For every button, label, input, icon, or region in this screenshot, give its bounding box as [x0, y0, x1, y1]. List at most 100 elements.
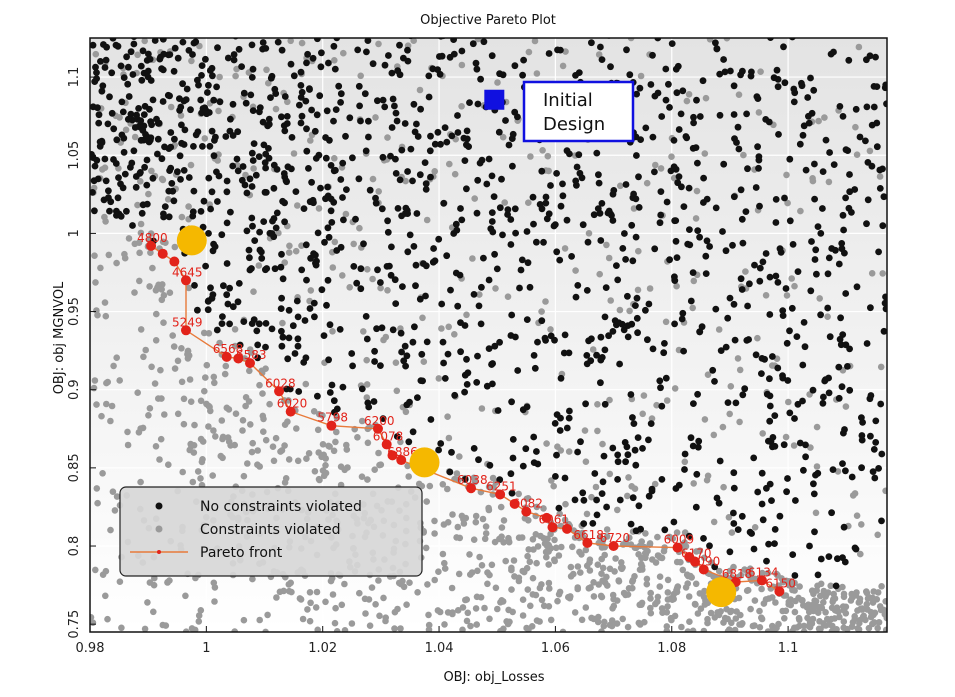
- feasible-point: [839, 211, 847, 219]
- violated-point: [594, 561, 602, 568]
- feasible-point: [108, 109, 116, 117]
- feasible-point: [611, 317, 619, 324]
- feasible-point: [742, 208, 750, 216]
- feasible-point: [330, 42, 338, 50]
- violated-point: [453, 534, 460, 541]
- y-tick-label: 1.1: [67, 67, 82, 88]
- violated-point: [363, 356, 371, 364]
- feasible-point: [552, 473, 559, 480]
- violated-point: [719, 423, 727, 431]
- violated-point: [180, 420, 188, 428]
- violated-point: [762, 292, 770, 299]
- feasible-point: [303, 125, 310, 133]
- violated-point: [524, 495, 532, 502]
- violated-point: [484, 580, 491, 588]
- violated-point: [134, 201, 141, 209]
- feasible-point: [323, 301, 330, 309]
- violated-point: [232, 410, 240, 418]
- feasible-point: [248, 320, 256, 327]
- feasible-point: [280, 170, 288, 177]
- violated-point: [813, 423, 821, 431]
- violated-point: [111, 507, 119, 514]
- feasible-point: [830, 48, 837, 56]
- violated-point: [116, 377, 123, 384]
- y-tick-label: 0.8: [67, 536, 82, 557]
- feasible-point: [686, 241, 694, 249]
- violated-point: [463, 311, 470, 319]
- feasible-point: [417, 105, 424, 113]
- violated-point: [625, 585, 633, 592]
- feasible-point: [624, 322, 632, 329]
- feasible-point: [716, 457, 724, 465]
- feasible-point: [167, 143, 175, 151]
- violated-point: [216, 339, 223, 347]
- violated-point: [247, 421, 254, 428]
- violated-point: [814, 609, 822, 616]
- feasible-point: [110, 125, 118, 133]
- violated-point: [148, 167, 155, 175]
- violated-point: [725, 514, 733, 521]
- violated-point: [853, 151, 861, 158]
- pareto-point: [608, 541, 619, 552]
- feasible-point: [755, 156, 763, 164]
- feasible-point: [842, 290, 850, 297]
- violated-point: [692, 215, 700, 222]
- feasible-point: [800, 122, 808, 130]
- feasible-point: [392, 109, 400, 117]
- feasible-point: [167, 164, 175, 172]
- violated-point: [171, 365, 179, 372]
- feasible-point: [851, 186, 859, 193]
- violated-point: [692, 601, 699, 608]
- pareto-point-label: 4800: [137, 231, 168, 245]
- y-tick-label: 1.05: [67, 141, 82, 170]
- feasible-point: [811, 256, 819, 263]
- violated-point: [817, 625, 824, 632]
- violated-point: [231, 628, 238, 632]
- violated-point: [800, 622, 808, 630]
- feasible-point: [633, 90, 640, 98]
- pareto-point-label: 6150: [765, 576, 796, 590]
- feasible-point: [597, 237, 605, 244]
- violated-point: [482, 523, 490, 530]
- feasible-point: [427, 173, 434, 181]
- violated-point: [642, 530, 649, 537]
- feasible-point: [808, 238, 815, 245]
- initial-design: [484, 89, 505, 110]
- violated-point: [191, 626, 199, 632]
- violated-point: [733, 608, 740, 615]
- feasible-point: [822, 376, 829, 383]
- feasible-point: [290, 72, 298, 80]
- violated-point: [262, 436, 270, 444]
- feasible-point: [868, 121, 876, 129]
- feasible-point: [819, 399, 827, 407]
- violated-point: [371, 466, 379, 474]
- violated-point: [278, 447, 286, 454]
- feasible-point: [243, 189, 251, 197]
- feasible-point: [853, 283, 861, 291]
- feasible-point: [227, 208, 234, 216]
- feasible-point: [572, 293, 580, 301]
- violated-point: [528, 623, 536, 630]
- violated-point: [97, 264, 104, 272]
- feasible-point: [409, 338, 417, 346]
- feasible-point: [796, 439, 804, 447]
- feasible-point: [873, 143, 881, 151]
- feasible-point: [357, 265, 365, 273]
- feasible-point: [867, 432, 874, 440]
- feasible-point: [296, 101, 303, 109]
- feasible-point: [812, 246, 820, 254]
- violated-point: [384, 287, 391, 294]
- violated-point: [852, 123, 859, 131]
- feasible-point: [572, 72, 579, 79]
- pareto-point: [495, 489, 506, 500]
- violated-point: [857, 550, 864, 558]
- violated-point: [107, 417, 114, 425]
- feasible-point: [377, 279, 384, 286]
- violated-point: [577, 569, 584, 576]
- feasible-point: [675, 126, 683, 133]
- violated-point: [805, 608, 813, 616]
- violated-point: [431, 168, 439, 175]
- feasible-point: [800, 319, 808, 326]
- violated-point: [678, 623, 685, 631]
- violated-point: [707, 609, 715, 617]
